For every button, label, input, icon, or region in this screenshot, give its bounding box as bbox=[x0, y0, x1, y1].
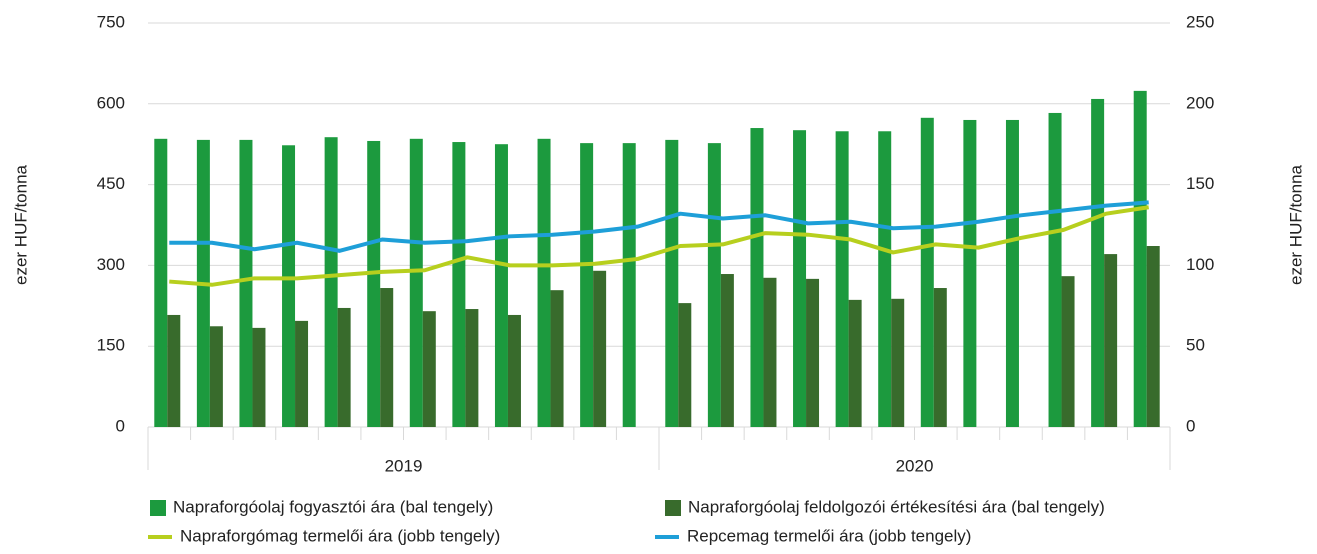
bar bbox=[465, 309, 479, 427]
bar bbox=[622, 143, 636, 427]
y2-tick-label: 150 bbox=[1186, 174, 1214, 193]
bar bbox=[665, 139, 679, 427]
bar bbox=[295, 320, 309, 427]
bar bbox=[550, 290, 564, 427]
bar bbox=[1005, 119, 1019, 428]
bar bbox=[1048, 112, 1062, 427]
bar bbox=[1133, 90, 1147, 427]
bar bbox=[835, 131, 849, 427]
bar bbox=[963, 119, 977, 428]
bar bbox=[252, 327, 266, 427]
bar bbox=[537, 138, 551, 427]
bar bbox=[422, 311, 436, 427]
bar bbox=[933, 288, 947, 427]
bar bbox=[1104, 254, 1118, 427]
bar bbox=[707, 143, 721, 427]
bar bbox=[167, 314, 181, 427]
bar bbox=[452, 142, 466, 427]
legend-label: Napraforgómag termelői ára (jobb tengely… bbox=[180, 526, 500, 545]
y-tick-label: 150 bbox=[97, 336, 125, 355]
y-tick-label: 300 bbox=[97, 255, 125, 274]
bar bbox=[154, 138, 168, 427]
bar bbox=[337, 307, 351, 427]
bar bbox=[367, 140, 381, 427]
bar bbox=[209, 326, 223, 427]
legend-swatch bbox=[665, 500, 681, 516]
y2-axis-title: ezer HUF/tonna bbox=[1286, 164, 1305, 285]
bar bbox=[678, 303, 692, 427]
bar bbox=[239, 139, 253, 427]
line bbox=[169, 205, 1150, 287]
bar bbox=[720, 274, 734, 427]
bar bbox=[580, 143, 594, 427]
bar bbox=[878, 131, 892, 427]
bar bbox=[507, 314, 521, 427]
bar bbox=[891, 298, 905, 427]
legend-label: Napraforgóolaj fogyasztói ára (bal tenge… bbox=[173, 497, 493, 516]
y2-tick-label: 200 bbox=[1186, 93, 1214, 112]
x-group-label: 2020 bbox=[896, 456, 934, 475]
legend-label: Napraforgóolaj feldolgozói értékesítési … bbox=[688, 497, 1105, 516]
y-axis-title: ezer HUF/tonna bbox=[11, 164, 30, 285]
bar bbox=[494, 144, 508, 427]
y-tick-label: 600 bbox=[97, 93, 125, 112]
bar bbox=[920, 117, 934, 428]
bar bbox=[806, 278, 820, 427]
x-group-label: 2019 bbox=[385, 456, 423, 475]
legend-label: Repcemag termelői ára (jobb tengely) bbox=[687, 526, 971, 545]
y2-tick-label: 0 bbox=[1186, 416, 1195, 435]
bar bbox=[324, 137, 338, 427]
bar bbox=[793, 130, 807, 427]
y-tick-label: 750 bbox=[97, 12, 125, 31]
line bbox=[169, 200, 1149, 253]
bar bbox=[282, 145, 296, 427]
y-tick-label: 0 bbox=[116, 416, 125, 435]
bar bbox=[1061, 276, 1075, 427]
y2-tick-label: 250 bbox=[1186, 12, 1214, 31]
y2-tick-label: 50 bbox=[1186, 336, 1205, 355]
bar bbox=[593, 270, 607, 427]
bar bbox=[380, 288, 394, 427]
bar bbox=[763, 277, 777, 427]
y-tick-label: 450 bbox=[97, 174, 125, 193]
bar bbox=[1091, 98, 1105, 428]
bar bbox=[848, 299, 862, 427]
legend-swatch bbox=[150, 500, 166, 516]
bar bbox=[409, 138, 423, 427]
bar bbox=[750, 128, 764, 428]
y2-tick-label: 100 bbox=[1186, 255, 1214, 274]
bar bbox=[1146, 246, 1160, 427]
